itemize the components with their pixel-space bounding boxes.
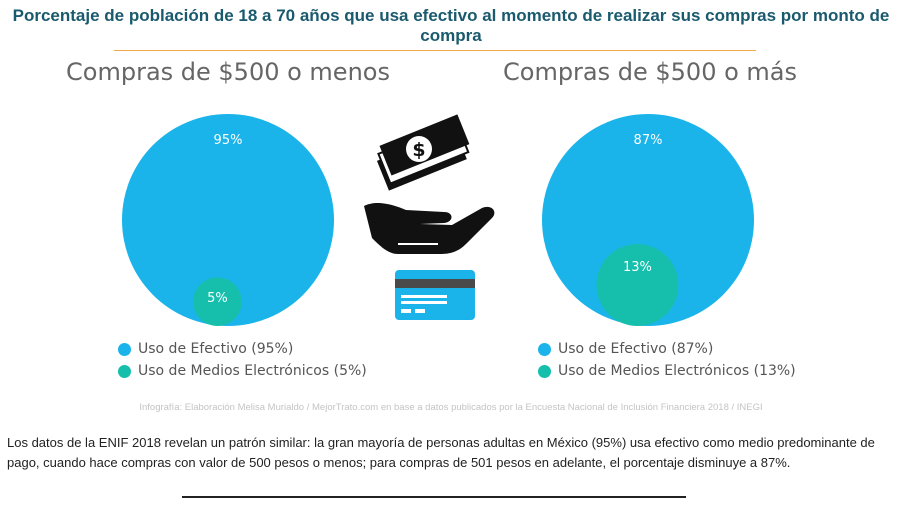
bubble-chart-right: 87% 13% <box>542 114 754 326</box>
bubble-chart-left: 95% 5% <box>122 114 334 326</box>
legend-label: Uso de Medios Electrónicos (13%) <box>558 363 796 379</box>
legend-right: Uso de Efectivo (87%) Uso de Medios Elec… <box>538 338 796 382</box>
page-title: Porcentaje de población de 18 a 70 años … <box>12 6 890 45</box>
body-paragraph: Los datos de la ENIF 2018 revelan un pat… <box>7 435 875 470</box>
data-label-efectivo: 87% <box>634 133 663 148</box>
svg-text:$: $ <box>412 139 425 161</box>
bubble-efectivo <box>122 114 334 326</box>
data-label-electronicos: 13% <box>623 260 652 275</box>
bubble-efectivo <box>542 114 754 326</box>
legend-swatch-electronicos <box>538 364 551 378</box>
bubble-electronicos <box>193 277 242 326</box>
title-divider <box>114 50 756 51</box>
source-note: Infografía: Elaboración Melisa Murialdo … <box>139 402 763 413</box>
legend-item-efectivo: Uso de Efectivo (87%) <box>538 338 796 360</box>
legend-swatch-efectivo <box>538 342 551 356</box>
bubble-electronicos <box>596 244 679 326</box>
dollar-sign-icon: $ <box>406 136 432 162</box>
legend-label: Uso de Medios Electrónicos (5%) <box>138 363 367 379</box>
legend-left: Uso de Efectivo (95%) Uso de Medios Elec… <box>118 338 367 382</box>
data-label-efectivo: 95% <box>214 133 243 148</box>
legend-item-electronicos: Uso de Medios Electrónicos (13%) <box>538 360 796 382</box>
chart-title-right: Compras de $500 o más <box>503 58 797 86</box>
hand-icon <box>364 203 495 254</box>
legend-label: Uso de Efectivo (87%) <box>558 341 714 357</box>
legend-item-electronicos: Uso de Medios Electrónicos (5%) <box>118 360 367 382</box>
data-label-electronicos: 5% <box>207 291 228 306</box>
credit-card-icon <box>395 270 475 320</box>
legend-swatch-efectivo <box>118 342 131 356</box>
legend-item-efectivo: Uso de Efectivo (95%) <box>118 338 367 360</box>
legend-label: Uso de Efectivo (95%) <box>138 341 294 357</box>
money-bill-icon: $ <box>376 114 470 191</box>
bottom-divider <box>182 496 686 498</box>
legend-swatch-electronicos <box>118 364 131 378</box>
chart-title-left: Compras de $500 o menos <box>66 58 390 86</box>
